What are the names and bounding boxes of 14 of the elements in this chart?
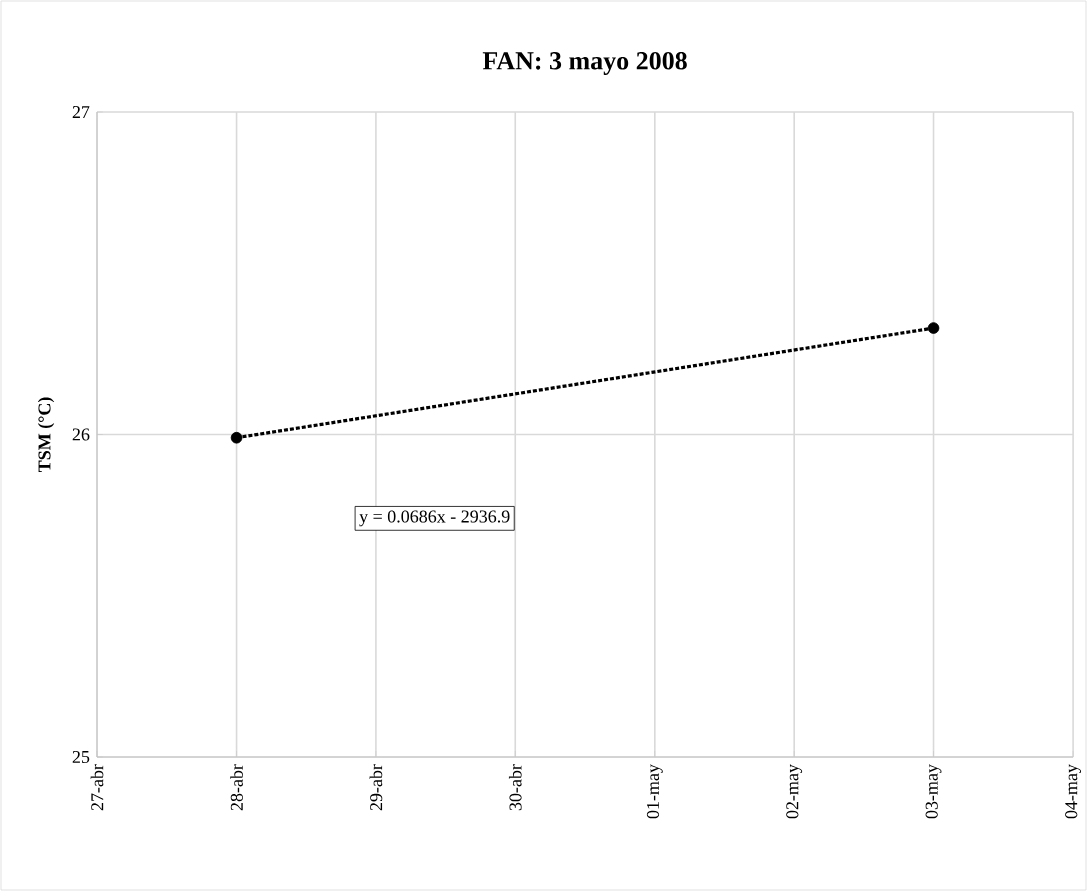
x-tick-label: 04-may xyxy=(1065,764,1082,819)
x-tick-label: 02-may xyxy=(786,764,803,819)
y-axis-title: TSM (°C) xyxy=(37,397,55,473)
x-tick-label: 01-may xyxy=(646,764,663,819)
x-tick-label: 03-may xyxy=(925,764,942,819)
x-tick-label: 28-abr xyxy=(230,764,243,811)
y-tick-label: 26 xyxy=(72,428,90,441)
x-tick-label: 27-abr xyxy=(90,764,104,811)
annotation: y = 0.0686x - 2936.9 xyxy=(359,510,510,527)
x-tick-label: 30-abr xyxy=(508,764,522,811)
x-tick-label: 29-abr xyxy=(369,764,383,811)
chart-title: FAN: 3 mayo 2008 xyxy=(482,52,687,75)
y-tick-label: 27 xyxy=(72,106,90,118)
y-tick-label: 25 xyxy=(72,750,90,764)
